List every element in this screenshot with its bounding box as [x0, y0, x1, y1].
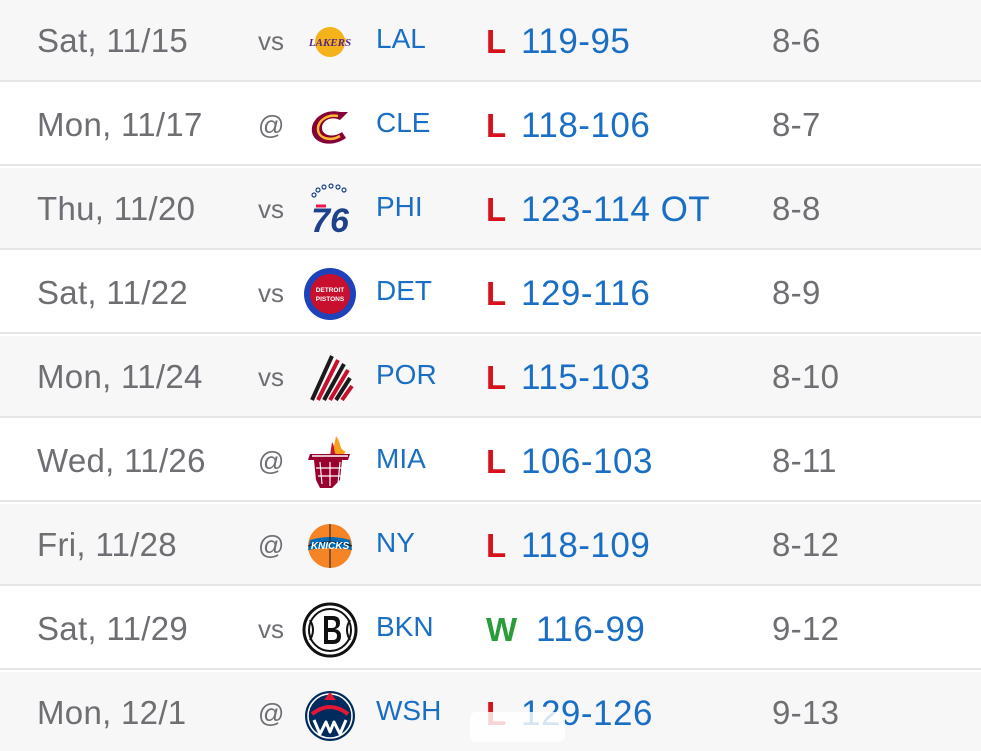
game-result: L [486, 359, 507, 396]
game-score-link[interactable]: 115-103 [521, 358, 651, 397]
heat-logo-icon [302, 434, 358, 490]
game-score-link[interactable]: 118-106 [521, 106, 651, 145]
lakers-logo-icon: LAKERS [302, 14, 358, 70]
team-record: 8-10 [772, 358, 840, 395]
game-row[interactable]: Fri, 11/28 @ KNICKS NY L 118-109 8-12 [0, 504, 981, 586]
game-date: Wed, 11/26 [37, 442, 206, 479]
game-result: L [486, 191, 507, 228]
wizards-logo-icon [302, 686, 358, 742]
team-record: 9-13 [772, 694, 840, 731]
game-row[interactable]: Mon, 12/1 @ WSH L 129-126 9-13 [0, 672, 981, 751]
team-record: 8-7 [772, 106, 821, 143]
game-score-link[interactable]: 116-99 [536, 610, 646, 649]
game-row[interactable]: Wed, 11/26 @ MIA L 106-103 8-11 [0, 420, 981, 502]
nets-logo-icon [302, 602, 358, 658]
pistons-logo-text-top: DETROIT [316, 287, 345, 294]
game-date: Sat, 11/22 [37, 274, 189, 311]
team-record: 8-6 [772, 22, 821, 59]
knicks-logo-icon: KNICKS [302, 518, 358, 574]
pistons-logo-text-bottom: PISTONS [316, 296, 345, 303]
team-record: 9-12 [772, 610, 840, 647]
game-score-link[interactable]: 119-95 [521, 22, 631, 61]
opponent-team-link[interactable]: NY [376, 527, 415, 558]
game-row[interactable]: Mon, 11/17 @ CLE L 118-106 8-7 [0, 84, 981, 166]
home-away-indicator: vs [258, 362, 284, 392]
home-away-indicator: @ [258, 110, 285, 140]
game-date: Sat, 11/15 [37, 22, 189, 59]
game-row[interactable]: Mon, 11/24 vs POR L 115-103 8-10 [0, 336, 981, 418]
opponent-team-link[interactable]: MIA [376, 443, 426, 474]
opponent-team-link[interactable]: BKN [376, 611, 434, 642]
watermark-overlay [470, 712, 565, 742]
knicks-logo-text: KNICKS [311, 541, 350, 552]
game-row[interactable]: Sat, 11/29 vs BKN W 116-99 9-12 [0, 588, 981, 670]
game-score-link[interactable]: 123-114 OT [521, 190, 711, 229]
trail-blazers-logo-icon [302, 350, 358, 406]
home-away-indicator: vs [258, 278, 284, 308]
game-row[interactable]: Sat, 11/15 vs LAKERS LAL L 119-95 8-6 [0, 0, 981, 82]
opponent-team-link[interactable]: CLE [376, 107, 431, 138]
game-result: L [486, 443, 507, 480]
opponent-team-link[interactable]: PHI [376, 191, 423, 222]
team-record: 8-8 [772, 190, 821, 227]
game-date: Mon, 12/1 [37, 694, 187, 731]
team-record: 8-11 [772, 442, 837, 479]
game-date: Sat, 11/29 [37, 610, 189, 647]
game-result: L [486, 527, 507, 564]
76ers-logo-icon: 76 [302, 182, 358, 238]
game-date: Mon, 11/24 [37, 358, 203, 395]
game-result: L [486, 107, 507, 144]
game-score-link[interactable]: 129-116 [521, 274, 651, 313]
pistons-logo-icon: DETROIT PISTONS [302, 266, 358, 322]
game-score-link[interactable]: 106-103 [521, 442, 653, 481]
opponent-team-link[interactable]: WSH [376, 695, 442, 726]
home-away-indicator: @ [258, 530, 285, 560]
game-row[interactable]: Sat, 11/22 vs DETROIT PISTONS DET L 129-… [0, 252, 981, 334]
opponent-team-link[interactable]: LAL [376, 23, 426, 54]
lakers-logo-text: LAKERS [308, 37, 351, 49]
team-record: 8-12 [772, 526, 840, 563]
team-record: 8-9 [772, 274, 821, 311]
game-date: Thu, 11/20 [37, 190, 196, 227]
opponent-team-link[interactable]: DET [376, 275, 432, 306]
game-date: Fri, 11/28 [37, 526, 177, 563]
sixers-logo-text: 76 [311, 202, 350, 238]
home-away-indicator: vs [258, 26, 284, 56]
home-away-indicator: vs [258, 194, 284, 224]
game-result: L [486, 275, 507, 312]
game-result: L [486, 23, 507, 60]
cavaliers-logo-icon [302, 98, 358, 154]
opponent-team-link[interactable]: POR [376, 359, 437, 390]
home-away-indicator: @ [258, 698, 285, 728]
home-away-indicator: vs [258, 614, 284, 644]
game-score-link[interactable]: 118-109 [521, 526, 651, 565]
game-result: W [486, 611, 518, 648]
game-date: Mon, 11/17 [37, 106, 203, 143]
game-row[interactable]: Thu, 11/20 vs 76 PHI L 123-114 OT 8-8 [0, 168, 981, 250]
home-away-indicator: @ [258, 446, 285, 476]
